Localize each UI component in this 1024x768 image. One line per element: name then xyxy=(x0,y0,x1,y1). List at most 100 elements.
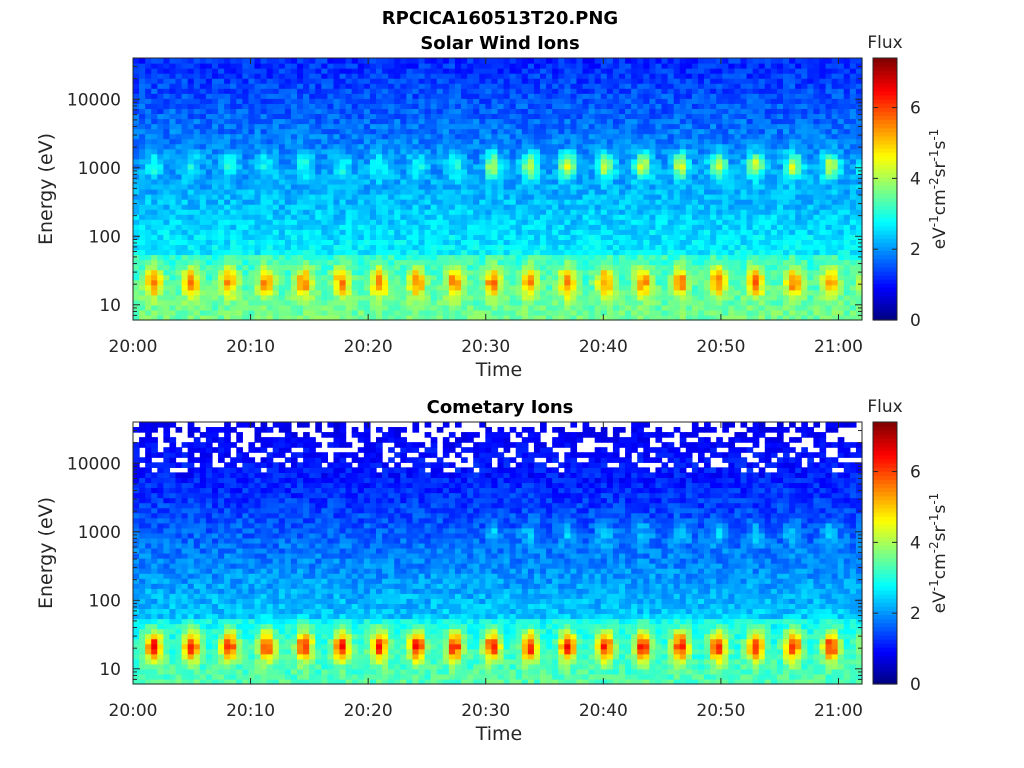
heatmap-cell xyxy=(521,98,529,104)
heatmap-cell xyxy=(199,279,207,286)
heatmap-cell xyxy=(533,143,541,150)
heatmap-cell xyxy=(473,234,480,240)
heatmap-cell xyxy=(376,113,383,120)
heatmap-cell xyxy=(211,234,219,240)
heatmap-cell xyxy=(297,269,304,276)
heatmap-cell xyxy=(224,63,231,69)
heatmap-cell xyxy=(236,138,243,145)
heatmap-cell xyxy=(473,168,480,175)
heatmap-cell xyxy=(588,219,596,225)
heatmap-cell xyxy=(619,254,626,261)
heatmap-cell xyxy=(260,204,268,210)
heatmap-cell xyxy=(491,163,499,170)
heatmap-cell xyxy=(345,289,353,296)
heatmap-cell xyxy=(600,93,608,99)
heatmap-cell xyxy=(649,108,657,115)
heatmap-cell xyxy=(679,163,687,170)
heatmap-cell xyxy=(376,229,383,235)
heatmap-cell xyxy=(230,264,237,271)
heatmap-cell xyxy=(649,163,657,170)
heatmap-cell xyxy=(697,274,705,281)
heatmap-cell xyxy=(540,289,547,296)
heatmap-cell xyxy=(643,224,650,230)
heatmap-cell xyxy=(667,173,675,180)
heatmap-cell xyxy=(272,128,280,135)
heatmap-cell xyxy=(436,93,444,99)
heatmap-cell xyxy=(564,254,571,261)
heatmap-cell xyxy=(376,178,383,185)
heatmap-cell xyxy=(570,143,578,150)
heatmap-cell xyxy=(461,173,468,180)
heatmap-cell xyxy=(564,78,571,84)
heatmap-cell xyxy=(448,194,456,200)
heatmap-cell xyxy=(582,148,590,155)
heatmap-cell xyxy=(139,309,146,316)
heatmap-cell xyxy=(704,314,711,321)
heatmap-cell xyxy=(394,133,401,140)
heatmap-cell xyxy=(363,264,371,271)
heatmap-cell xyxy=(491,224,499,230)
heatmap-cell xyxy=(509,88,517,94)
heatmap-cell xyxy=(600,309,608,316)
heatmap-cell xyxy=(436,214,444,220)
heatmap-cell xyxy=(406,189,414,195)
heatmap-cell xyxy=(661,229,669,235)
heatmap-cell xyxy=(582,279,590,286)
heatmap-cell xyxy=(503,234,511,240)
heatmap-cell xyxy=(546,108,553,115)
heatmap-cell xyxy=(412,204,420,210)
heatmap-cell xyxy=(479,98,486,104)
heatmap-cell xyxy=(546,274,553,281)
heatmap-cell xyxy=(303,304,310,311)
heatmap-cell xyxy=(272,73,280,79)
heatmap-cell xyxy=(278,219,286,225)
heatmap-cell xyxy=(697,168,705,175)
heatmap-cell xyxy=(139,239,146,246)
heatmap-cell xyxy=(357,204,365,210)
heatmap-cell xyxy=(248,183,256,190)
heatmap-cell xyxy=(710,254,717,261)
heatmap-cell xyxy=(485,234,493,240)
heatmap-cell xyxy=(442,234,450,240)
heatmap-cell xyxy=(321,153,328,160)
heatmap-cell xyxy=(588,224,596,230)
heatmap-cell xyxy=(655,138,663,145)
heatmap-cell xyxy=(412,58,420,64)
heatmap-cell xyxy=(454,254,462,261)
heatmap-cell xyxy=(211,224,219,230)
heatmap-cell xyxy=(315,259,322,266)
heatmap-cell xyxy=(278,83,286,89)
heatmap-cell xyxy=(600,73,608,79)
heatmap-cell xyxy=(157,143,164,150)
heatmap-cell xyxy=(685,98,693,104)
heatmap-cell xyxy=(509,199,517,205)
heatmap-cell xyxy=(661,143,669,150)
heatmap-cell xyxy=(710,214,717,220)
heatmap-cell xyxy=(473,163,480,170)
heatmap-cell xyxy=(157,63,164,69)
heatmap-cell xyxy=(564,183,571,190)
heatmap-cell xyxy=(218,138,225,145)
heatmap-cell xyxy=(363,239,371,246)
heatmap-cell xyxy=(339,63,347,69)
heatmap-cell xyxy=(564,219,571,225)
heatmap-cell xyxy=(503,194,511,200)
heatmap-cell xyxy=(710,118,717,125)
heatmap-cell xyxy=(558,68,565,74)
heatmap-cell xyxy=(679,279,687,286)
heatmap-cell xyxy=(430,199,438,205)
heatmap-cell xyxy=(442,289,450,296)
heatmap-cell xyxy=(612,299,620,306)
heatmap-cell xyxy=(230,143,237,150)
heatmap-cell xyxy=(600,168,608,175)
heatmap-cell xyxy=(655,274,663,281)
heatmap-cell xyxy=(388,118,395,125)
heatmap-cell xyxy=(369,173,377,180)
heatmap-cell xyxy=(351,158,359,165)
heatmap-cell xyxy=(552,178,559,185)
heatmap-cell xyxy=(509,274,517,281)
heatmap-cell xyxy=(266,284,274,291)
heatmap-cell xyxy=(175,264,183,271)
heatmap-cell xyxy=(704,163,711,170)
heatmap-cell xyxy=(315,153,322,160)
